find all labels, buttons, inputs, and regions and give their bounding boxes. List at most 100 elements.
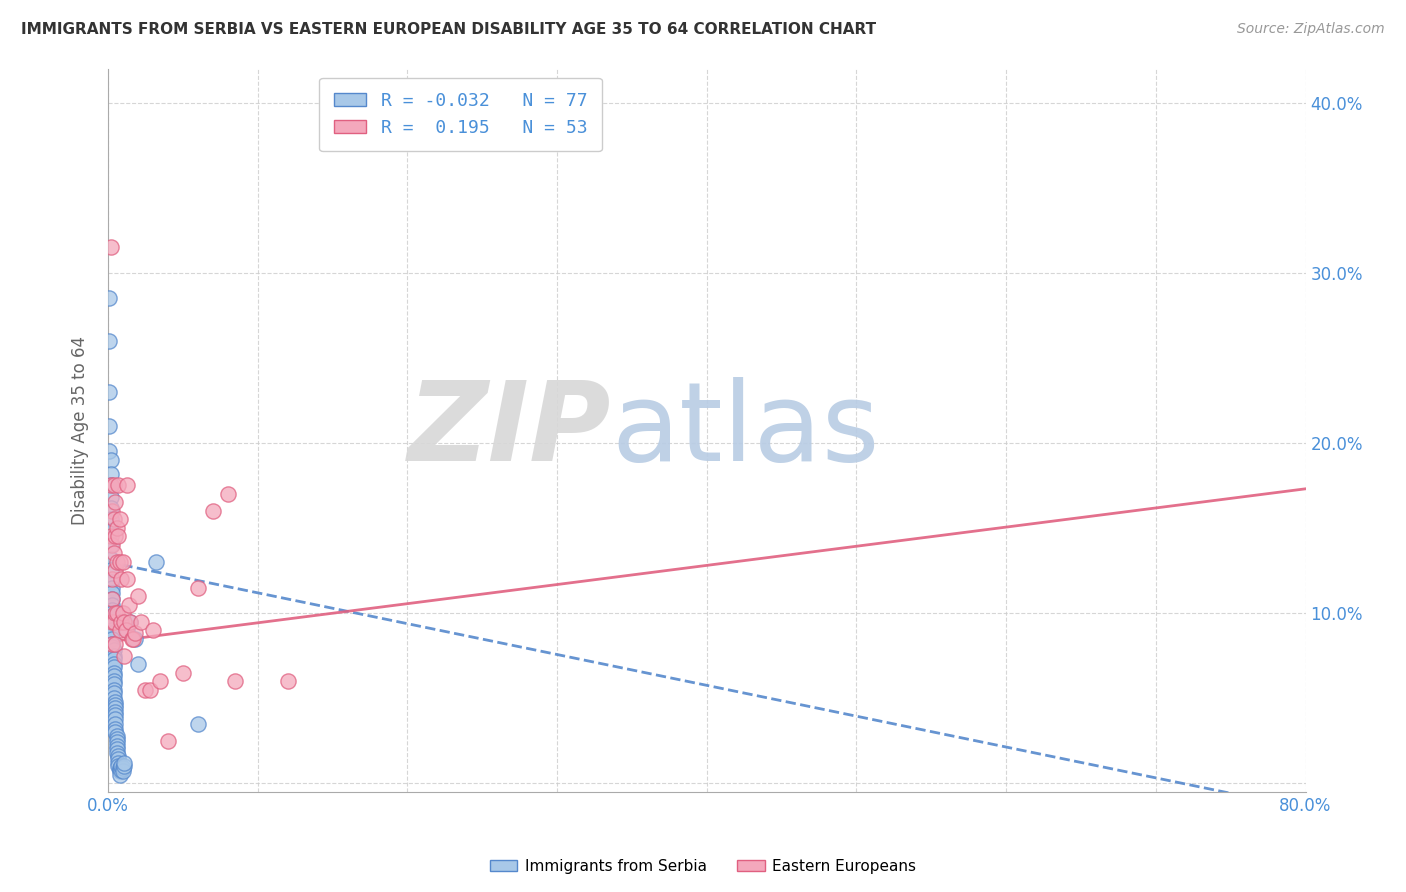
Point <box>101 626 124 640</box>
Point <box>103 660 125 674</box>
Point <box>149 674 172 689</box>
Point <box>122 632 145 646</box>
Point <box>142 623 165 637</box>
Point <box>104 701 127 715</box>
Point <box>104 495 127 509</box>
Point <box>103 512 125 526</box>
Point <box>105 521 128 535</box>
Point <box>103 691 125 706</box>
Point <box>98 384 121 399</box>
Point <box>101 585 124 599</box>
Point <box>101 602 124 616</box>
Point <box>111 555 134 569</box>
Point <box>101 609 124 624</box>
Point <box>108 763 131 777</box>
Point <box>101 581 124 595</box>
Point <box>105 555 128 569</box>
Point <box>111 764 134 779</box>
Point <box>118 598 141 612</box>
Point <box>187 716 209 731</box>
Point <box>100 512 122 526</box>
Point <box>114 648 136 663</box>
Point <box>103 669 125 683</box>
Point <box>105 735 128 749</box>
Point <box>121 632 143 646</box>
Legend: Immigrants from Serbia, Eastern Europeans: Immigrants from Serbia, Eastern European… <box>484 853 922 880</box>
Point <box>101 632 124 646</box>
Point <box>108 761 131 775</box>
Point <box>101 637 124 651</box>
Point <box>103 682 125 697</box>
Point <box>124 626 146 640</box>
Point <box>105 746 128 760</box>
Point <box>201 504 224 518</box>
Point <box>100 453 122 467</box>
Point <box>108 767 131 781</box>
Point <box>105 742 128 756</box>
Point <box>187 581 209 595</box>
Point <box>101 615 124 629</box>
Point <box>107 756 129 770</box>
Point <box>105 731 128 746</box>
Point <box>103 615 125 629</box>
Point <box>105 606 128 620</box>
Point <box>103 674 125 689</box>
Point <box>100 575 122 590</box>
Point <box>114 759 136 773</box>
Point <box>120 615 142 629</box>
Point <box>105 729 128 743</box>
Point <box>145 555 167 569</box>
Legend: R = -0.032   N = 77, R =  0.195   N = 53: R = -0.032 N = 77, R = 0.195 N = 53 <box>319 78 602 152</box>
Point <box>107 752 129 766</box>
Point <box>101 592 124 607</box>
Text: atlas: atlas <box>612 376 879 483</box>
Point <box>115 623 138 637</box>
Text: ZIP: ZIP <box>408 376 612 483</box>
Point <box>103 478 125 492</box>
Point <box>277 674 299 689</box>
Point <box>101 592 124 607</box>
Point <box>134 682 156 697</box>
Point <box>104 606 127 620</box>
Point <box>100 524 122 539</box>
Point <box>104 712 127 726</box>
Point <box>114 615 136 629</box>
Point <box>101 538 124 552</box>
Point <box>139 682 162 697</box>
Point <box>114 756 136 770</box>
Point <box>103 648 125 663</box>
Point <box>100 240 122 254</box>
Point <box>104 698 127 712</box>
Point <box>100 478 122 492</box>
Point <box>124 632 146 646</box>
Point <box>103 677 125 691</box>
Point <box>100 529 122 543</box>
Point <box>107 478 129 492</box>
Point <box>101 615 124 629</box>
Point <box>103 657 125 671</box>
Point <box>104 529 127 543</box>
Point <box>98 334 121 348</box>
Point <box>100 564 122 578</box>
Point <box>110 572 132 586</box>
Point <box>104 694 127 708</box>
Point <box>98 418 121 433</box>
Point <box>101 606 124 620</box>
Point <box>108 764 131 779</box>
Point <box>156 733 179 747</box>
Point <box>104 716 127 731</box>
Point <box>103 686 125 700</box>
Point <box>100 500 122 515</box>
Point <box>100 551 122 566</box>
Point <box>107 748 129 763</box>
Point <box>127 589 149 603</box>
Point <box>117 623 139 637</box>
Point <box>108 623 131 637</box>
Point <box>103 665 125 680</box>
Point <box>104 564 127 578</box>
Point <box>105 739 128 753</box>
Point <box>111 606 134 620</box>
Point <box>120 615 142 629</box>
Point <box>172 665 194 680</box>
Point <box>129 615 152 629</box>
